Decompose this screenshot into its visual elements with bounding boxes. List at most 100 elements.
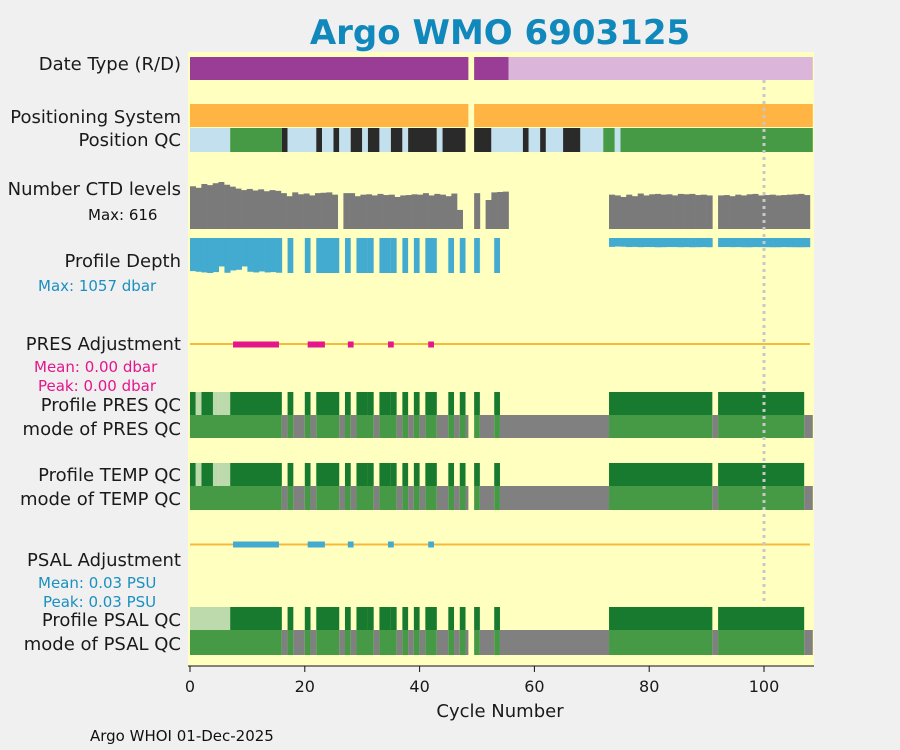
ctd-level-bar-2-32	[792, 194, 799, 229]
mode-temp-qc-block-3	[293, 486, 305, 510]
ctd-level-bar-0-24	[326, 192, 333, 229]
mode-psal-qc-block-10	[356, 630, 374, 655]
mode-psal-qc-block-30	[718, 630, 805, 655]
profile-depth-single-11	[448, 238, 455, 273]
ctd-level-bar-0-44	[439, 194, 446, 229]
position-qc-block-18	[491, 128, 523, 152]
mode-temp-qc-block-30	[718, 486, 805, 510]
profile-depth-bar-1-34	[804, 238, 811, 248]
ctd-level-bar-0-27	[343, 193, 350, 229]
profile-temp-qc-block-20	[494, 463, 500, 486]
mode-pres-qc-block-9	[350, 415, 357, 438]
profile-depth-bar-0-14	[270, 238, 277, 273]
profile-temp-qc-block-15	[413, 463, 420, 486]
ctd-level-bar-0-32	[371, 195, 378, 229]
ctd-level-bar-2-22	[735, 194, 742, 229]
profile-pres-qc-block-22	[718, 392, 805, 415]
profile-psal-qc-block-4	[316, 607, 340, 630]
mode-psal-qc-block-24	[474, 630, 480, 655]
mode-psal-qc-block-7	[339, 630, 345, 655]
ctd-level-bar-0-3	[207, 185, 214, 229]
mode-psal-qc-block-31	[804, 630, 813, 655]
position-qc-block-1	[230, 128, 282, 152]
profile-pres-qc-block-14	[402, 392, 409, 415]
profile-depth-bar-0-9	[241, 238, 248, 267]
ctd-level-bar-0-35	[388, 194, 395, 229]
depth-max-note: Max: 1057 dbar	[38, 277, 157, 295]
profile-depth-bar-1-17	[706, 238, 713, 248]
ctd-level-bar-2-31	[786, 194, 793, 229]
ctd-level-bar-2-29	[775, 195, 782, 229]
mode-pres-qc-block-16	[413, 415, 420, 438]
mode-psal-qc-block-16	[413, 630, 420, 655]
mode-psal-qc-block-4	[304, 630, 311, 655]
row-label-posqc: Position QC	[78, 130, 181, 151]
profile-temp-qc-block-10	[356, 463, 368, 486]
profile-temp-qc-block-5	[230, 463, 282, 486]
profile-psal-qc-block-18	[718, 607, 805, 630]
ctd-level-bar-0-45	[445, 196, 452, 229]
mode-pres-qc-block-14	[402, 415, 409, 438]
ctd-level-bar-2-2	[620, 196, 627, 229]
mode-temp-qc-block-19	[436, 486, 449, 510]
row-label-psaladj: PSAL Adjustment	[27, 550, 181, 571]
mode-psal-qc-block-3	[293, 630, 305, 655]
profile-depth-single-13	[474, 238, 480, 273]
ctd-level-bar-0-25	[332, 194, 339, 229]
profile-psal-qc-block-17	[609, 607, 713, 630]
ctd-level-bar-2-20	[723, 195, 730, 229]
ctd-level-bar-0-31	[366, 194, 373, 229]
mode-pres-qc-block-11	[373, 415, 380, 438]
profile-pres-qc-block-11	[367, 392, 374, 415]
profile-psal-qc-block-8	[379, 607, 391, 630]
ctd-level-bar-0-38	[405, 195, 412, 229]
profile-depth-bar-1-0	[609, 238, 616, 247]
profile-pres-qc-block-8	[316, 392, 340, 415]
ctd-level-bar-2-26	[758, 195, 765, 229]
ctd-level-bar-2-25	[752, 193, 759, 229]
mode-temp-qc-block-12	[379, 486, 397, 510]
mode-temp-qc-block-20	[448, 486, 455, 510]
ctd-level-bar-2-14	[689, 193, 696, 229]
chart-title: Argo WMO 6903125	[310, 13, 690, 53]
mode-psal-qc-block-22	[459, 630, 466, 655]
mode-temp-qc-block-21	[454, 486, 460, 510]
mode-pres-qc-block-0	[190, 415, 282, 438]
profile-pres-qc-block-9	[344, 392, 351, 415]
pres-adjustment-mark-3	[388, 341, 394, 348]
pres-adjustment-mark-1	[307, 341, 325, 348]
profile-temp-qc-block-14	[402, 463, 409, 486]
profile-psal-qc-block-0	[190, 607, 231, 630]
profile-depth-bar-0-10	[247, 238, 254, 272]
profile-psal-qc-block-1	[230, 607, 282, 630]
profile-depth-bar-1-31	[786, 238, 793, 248]
mode-pres-qc-block-31	[804, 415, 813, 438]
profile-pres-qc-block-0	[190, 392, 196, 415]
date-type-block-2	[508, 57, 813, 80]
ctd-level-bar-2-4	[631, 196, 639, 229]
profile-psal-qc-block-9	[390, 607, 397, 630]
profile-temp-qc-block-11	[367, 463, 374, 486]
pres-adjustment-mark-4	[428, 341, 434, 348]
profile-depth-bar-1-13	[683, 238, 690, 248]
profile-depth-bar-0-5	[218, 238, 225, 267]
profile-depth-bar-1-28	[769, 238, 776, 248]
profile-pres-qc-block-7	[304, 392, 311, 415]
ctd-level-bar-0-4	[212, 183, 219, 229]
profile-depth-bar-1-9	[660, 238, 667, 248]
row-label-positioning: Positioning System	[10, 107, 181, 128]
profile-psal-qc-block-7	[367, 607, 374, 630]
ctd-level-bar-2-9	[660, 194, 667, 229]
profile-depth-bar-1-14	[689, 238, 696, 248]
profile-pres-qc-block-1	[195, 392, 202, 415]
plot-area	[188, 52, 814, 666]
position-qc-block-4	[316, 128, 323, 152]
mode-pres-qc-block-27	[499, 415, 610, 438]
profile-depth-bar-1-6	[643, 238, 650, 247]
ctd-max-note: Max: 616	[88, 206, 157, 224]
mode-temp-qc-block-27	[499, 486, 610, 510]
ctd-level-bar-2-8	[654, 193, 661, 229]
mode-pres-qc-block-20	[448, 415, 455, 438]
mode-temp-qc-block-26	[494, 486, 500, 510]
